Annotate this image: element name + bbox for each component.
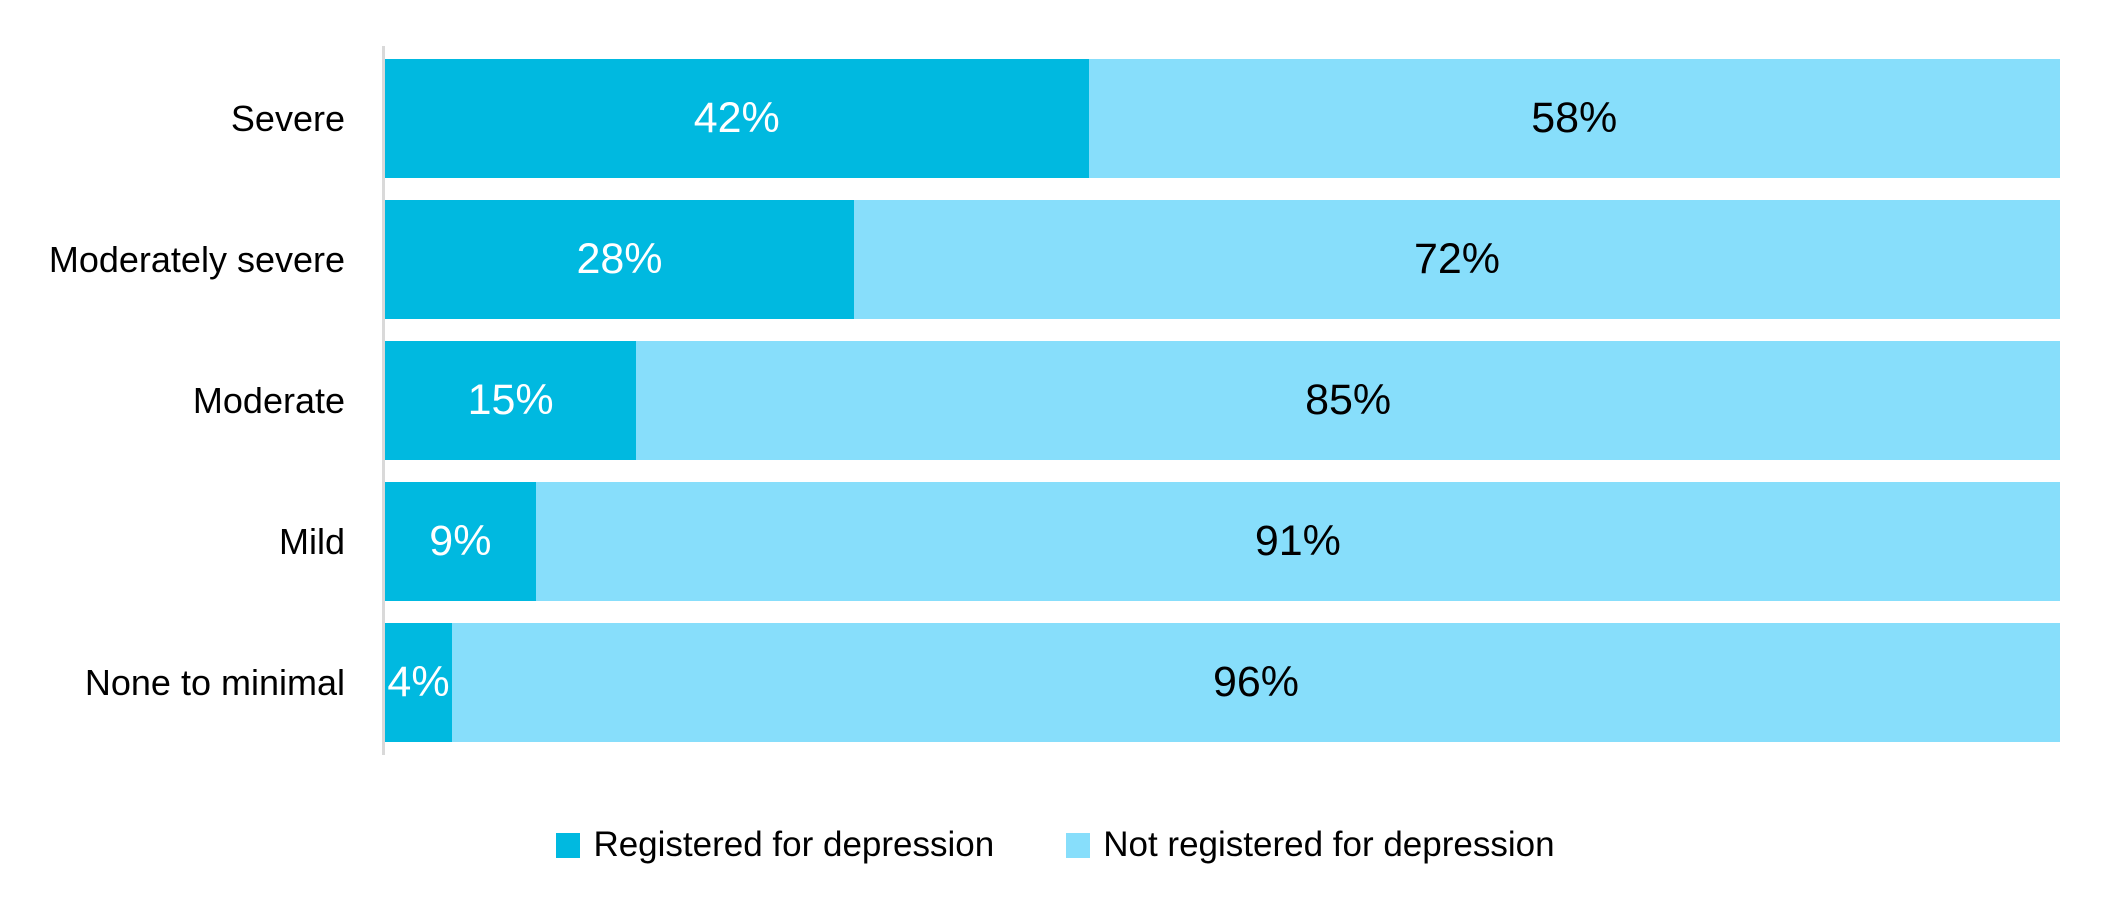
bar-segment-registered: 4% <box>385 623 452 742</box>
category-label: Moderately severe <box>48 238 345 280</box>
category-label: Moderate <box>192 379 345 421</box>
legend-item-registered: Registered for depression <box>556 825 994 865</box>
legend-swatch-not-registered-icon <box>1066 832 1091 858</box>
data-label-not-registered: 72% <box>1413 235 1501 283</box>
data-label-registered: 28% <box>576 235 663 283</box>
data-label-registered: 4% <box>387 658 450 706</box>
bar-row-none-to-minimal: None to minimal 4% 96% <box>0 623 2111 742</box>
bar-segment-not-registered: 72% <box>854 200 2060 319</box>
data-label-registered: 42% <box>693 94 780 142</box>
bar-stack: 15% 85% <box>385 341 2060 460</box>
data-label-not-registered: 96% <box>1212 658 1300 706</box>
bar-segment-not-registered: 58% <box>1088 59 2060 178</box>
legend-swatch-registered-icon <box>556 832 581 858</box>
bar-segment-not-registered: 91% <box>535 482 2060 601</box>
bar-segment-registered: 9% <box>385 482 536 601</box>
data-label-registered: 15% <box>467 376 554 424</box>
legend-item-not-registered: Not registered for depression <box>1066 825 1555 865</box>
data-label-registered: 9% <box>429 517 492 565</box>
bar-segment-registered: 28% <box>385 200 854 319</box>
bar-row-moderately-severe: Moderately severe 28% 72% <box>0 200 2111 319</box>
bar-segment-not-registered: 85% <box>636 341 2060 460</box>
legend-label-registered: Registered for depression <box>593 825 995 864</box>
bar-stack: 42% 58% <box>385 59 2060 178</box>
bar-row-moderate: Moderate 15% 85% <box>0 341 2111 460</box>
category-label: Severe <box>230 97 345 139</box>
bar-stack: 4% 96% <box>385 623 2060 742</box>
bar-segment-registered: 15% <box>385 341 637 460</box>
bar-row-mild: Mild 9% 91% <box>0 482 2111 601</box>
data-label-not-registered: 91% <box>1254 517 1341 565</box>
category-label: None to minimal <box>84 661 345 703</box>
data-label-not-registered: 85% <box>1305 376 1392 424</box>
legend: Registered for depression Not registered… <box>0 818 2111 872</box>
category-label: Mild <box>278 520 345 562</box>
bar-row-severe: Severe 42% 58% <box>0 59 2111 178</box>
bar-stack: 28% 72% <box>385 200 2060 319</box>
category-axis-line <box>382 46 385 755</box>
data-label-not-registered: 58% <box>1531 94 1618 142</box>
bar-segment-not-registered: 96% <box>452 623 2060 742</box>
bar-segment-registered: 42% <box>385 59 1089 178</box>
bar-stack: 9% 91% <box>385 482 2060 601</box>
legend-label-not-registered: Not registered for depression <box>1103 825 1555 864</box>
